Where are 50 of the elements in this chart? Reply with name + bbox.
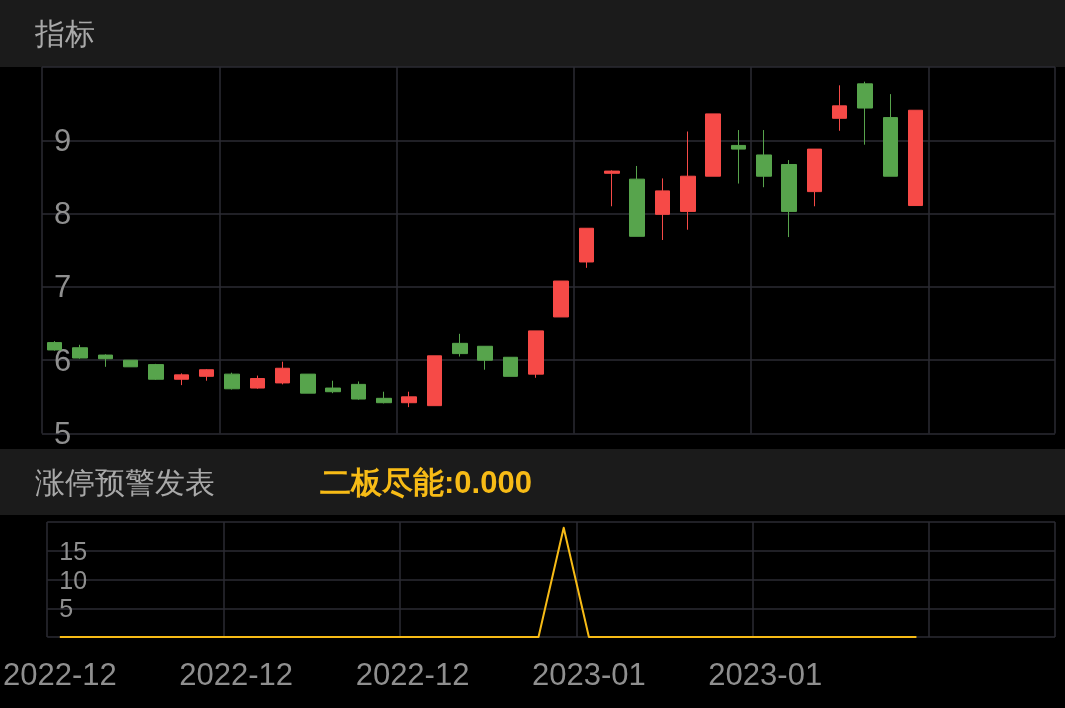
x-tick-label: 2022-12 bbox=[2, 657, 117, 692]
series-label: 二板尽能:0.000 bbox=[320, 465, 532, 500]
x-tick-label: 2023-01 bbox=[708, 657, 823, 692]
chart-title: 指标 bbox=[34, 16, 95, 50]
candlestick bbox=[629, 165, 645, 237]
candlestick bbox=[503, 356, 518, 377]
candlestick bbox=[731, 129, 746, 185]
candlestick bbox=[250, 375, 265, 390]
candlestick bbox=[553, 280, 569, 318]
candlestick bbox=[477, 345, 493, 371]
candlestick bbox=[579, 227, 594, 269]
candlestick bbox=[528, 330, 544, 379]
candlestick bbox=[756, 129, 772, 188]
x-tick-label: 2022-12 bbox=[355, 657, 470, 692]
y-tick-label: 8 bbox=[54, 196, 72, 232]
candlestick bbox=[680, 131, 696, 231]
candlestick bbox=[832, 84, 847, 132]
x-tick-label: 2023-01 bbox=[532, 657, 646, 692]
candlestick bbox=[604, 169, 620, 207]
x-tick-label: 2022-12 bbox=[179, 657, 294, 692]
candlestick bbox=[351, 380, 366, 401]
candlestick bbox=[148, 363, 164, 381]
candlestick bbox=[807, 148, 822, 207]
candlestick bbox=[325, 380, 341, 394]
candlestick bbox=[123, 359, 138, 368]
candlestick bbox=[857, 81, 873, 146]
candlestick bbox=[72, 344, 88, 360]
candlestick bbox=[199, 368, 214, 382]
y-tick-label: 5 bbox=[54, 416, 72, 451]
candlestick bbox=[300, 373, 316, 394]
candlestick bbox=[174, 372, 189, 386]
candlestick bbox=[655, 177, 670, 241]
y-tick-label: 5 bbox=[59, 594, 74, 623]
candlestick bbox=[224, 372, 240, 391]
y-tick-label: 9 bbox=[54, 122, 72, 158]
chart-title: 涨停预警发表 bbox=[35, 465, 215, 499]
y-tick-label: 10 bbox=[59, 565, 88, 594]
candlestick bbox=[98, 353, 113, 368]
candlestick bbox=[275, 361, 290, 385]
y-tick-label: 7 bbox=[54, 269, 72, 305]
candlestick bbox=[883, 93, 898, 177]
candlestick bbox=[452, 333, 468, 358]
candlestick bbox=[908, 109, 923, 207]
candlestick bbox=[427, 355, 442, 407]
candlestick bbox=[705, 113, 721, 177]
candlestick bbox=[376, 391, 392, 404]
y-tick-label: 6 bbox=[54, 342, 72, 378]
candlestick bbox=[781, 159, 797, 238]
y-tick-label: 15 bbox=[59, 536, 88, 565]
candlestick bbox=[401, 391, 417, 408]
